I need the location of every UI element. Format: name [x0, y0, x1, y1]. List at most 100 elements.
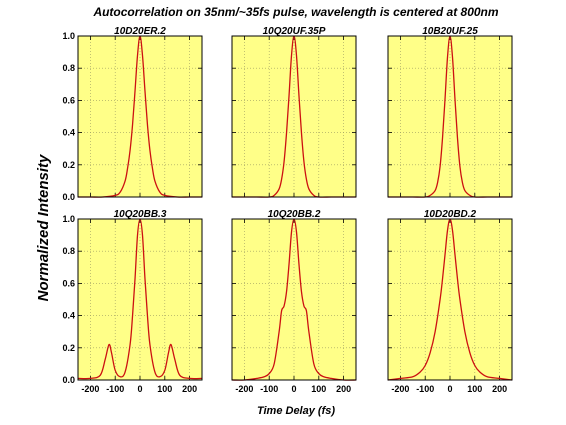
x-tick-label: 100	[467, 384, 482, 394]
plot-area	[232, 219, 356, 380]
data-point	[437, 182, 438, 183]
data-point	[137, 55, 138, 56]
y-tick-label: 0.8	[62, 246, 75, 256]
panel-title: 10Q20UF.35P	[263, 26, 326, 37]
data-point	[274, 363, 275, 364]
data-point	[479, 371, 480, 372]
data-point	[469, 195, 470, 196]
data-point	[400, 378, 401, 379]
data-point	[303, 305, 304, 306]
data-point	[296, 55, 297, 56]
data-point	[147, 124, 148, 125]
data-point	[144, 278, 145, 279]
data-point	[132, 315, 133, 316]
data-point	[279, 331, 280, 332]
data-point	[189, 378, 190, 379]
data-point	[168, 352, 169, 353]
data-point	[420, 371, 421, 372]
panel-title: 10D20BD.2	[424, 209, 477, 220]
data-point	[457, 278, 458, 279]
data-point	[298, 263, 299, 264]
x-tick-label: -200	[235, 384, 253, 394]
data-point	[459, 299, 460, 300]
data-point	[256, 378, 257, 379]
data-point	[154, 371, 155, 372]
data-point	[170, 344, 171, 345]
data-point	[144, 90, 145, 91]
data-point	[447, 230, 448, 231]
data-point	[283, 161, 284, 162]
y-tick-label: 0.0	[62, 375, 75, 385]
y-tick-label: 0.4	[62, 128, 75, 138]
chart-panel: 10Q20BB.3 0.0 0.2 0.4 0.6 0.8 1.0 -200 -100 0 100 2…	[62, 209, 203, 394]
data-point	[283, 305, 284, 306]
data-point	[159, 192, 160, 193]
plot-area	[388, 36, 512, 197]
x-tick-label: -100	[416, 384, 434, 394]
plot-frame	[231, 35, 357, 198]
data-point	[301, 132, 302, 133]
x-tick-label: 0	[291, 384, 296, 394]
data-point	[464, 331, 465, 332]
data-point	[291, 55, 292, 56]
data-point	[179, 375, 180, 376]
y-tick-label: 0.6	[62, 95, 75, 105]
data-point	[125, 371, 126, 372]
data-point	[313, 363, 314, 364]
data-point	[303, 161, 304, 162]
chart-panel: 10B20UF.25	[387, 26, 513, 198]
data-point	[164, 370, 165, 371]
data-point	[331, 378, 332, 379]
data-point	[313, 195, 314, 196]
data-point	[439, 166, 440, 167]
x-tick-label: 0	[137, 384, 142, 394]
figure-title: Autocorrelation on 35nm/~35fs pulse, wav…	[92, 5, 498, 19]
data-point	[444, 254, 445, 255]
plot-frame	[77, 35, 203, 198]
y-tick-label: 0.4	[62, 311, 75, 321]
x-tick-label: 0	[447, 384, 452, 394]
data-point	[142, 235, 143, 236]
data-point	[444, 98, 445, 99]
panel-title: 10B20UF.25	[422, 26, 478, 37]
data-point	[454, 254, 455, 255]
panel-title: 10Q20BB.3	[114, 209, 167, 220]
data-point	[132, 124, 133, 125]
data-point	[137, 235, 138, 236]
data-point	[301, 291, 302, 292]
data-point	[120, 376, 121, 377]
chart-panel: 10Q20UF.35P	[231, 26, 357, 198]
plot-frame	[231, 218, 357, 381]
data-point	[454, 98, 455, 99]
data-point	[134, 278, 135, 279]
x-tick-label: -200	[81, 384, 99, 394]
data-point	[127, 167, 128, 168]
data-point	[499, 378, 500, 379]
y-tick-label: 1.0	[62, 214, 75, 224]
data-point	[129, 344, 130, 345]
data-point	[149, 344, 150, 345]
data-point	[154, 180, 155, 181]
data-point	[149, 150, 150, 151]
data-point	[125, 180, 126, 181]
data-point	[447, 56, 448, 57]
data-point	[115, 370, 116, 371]
data-point	[430, 195, 431, 196]
y-axis-label: Normalized Intensity	[35, 154, 52, 301]
data-point	[439, 299, 440, 300]
plot-area	[78, 219, 202, 380]
plot-frame	[387, 218, 513, 381]
x-tick-label: 100	[311, 384, 326, 394]
chart-panel: 10Q20BB.2 -200 -100 0 100 200	[231, 209, 357, 394]
data-point	[318, 373, 319, 374]
data-point	[90, 378, 91, 379]
data-point	[487, 376, 488, 377]
plot-frame	[77, 218, 203, 381]
data-point	[100, 375, 101, 376]
y-tick-label: 0.2	[62, 343, 75, 353]
data-point	[459, 166, 460, 167]
data-point	[134, 90, 135, 91]
chart-panel: 10D20BD.2 -200 -100 0 100 200	[387, 209, 513, 394]
data-point	[147, 315, 148, 316]
plot-area	[232, 36, 356, 197]
